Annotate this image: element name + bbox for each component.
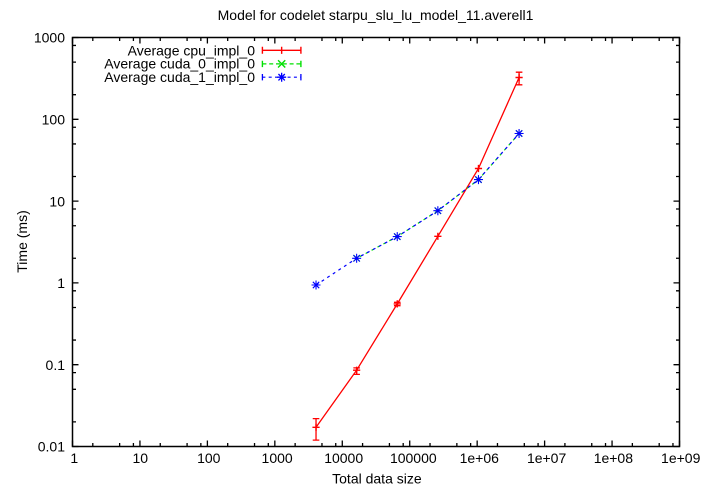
svg-text:Model for codelet starpu_slu_l: Model for codelet starpu_slu_lu_model_11… bbox=[218, 7, 534, 23]
svg-text:1e+09: 1e+09 bbox=[661, 450, 701, 466]
svg-text:Total data size: Total data size bbox=[332, 471, 422, 487]
svg-text:Average cpu_impl_0: Average cpu_impl_0 bbox=[128, 42, 256, 58]
svg-text:0.01: 0.01 bbox=[38, 439, 65, 455]
svg-text:10: 10 bbox=[49, 193, 65, 209]
svg-text:100: 100 bbox=[197, 450, 221, 466]
svg-text:1: 1 bbox=[70, 450, 78, 466]
svg-text:1e+06: 1e+06 bbox=[460, 450, 500, 466]
svg-text:1: 1 bbox=[57, 275, 65, 291]
svg-text:Time (ms): Time (ms) bbox=[14, 210, 30, 272]
svg-text:1e+08: 1e+08 bbox=[594, 450, 634, 466]
svg-text:Average cuda_1_impl_0: Average cuda_1_impl_0 bbox=[104, 69, 255, 85]
svg-text:1e+07: 1e+07 bbox=[527, 450, 567, 466]
svg-text:0.1: 0.1 bbox=[46, 357, 66, 373]
svg-text:Average cuda_0_impl_0: Average cuda_0_impl_0 bbox=[104, 56, 255, 72]
svg-text:1000: 1000 bbox=[262, 450, 293, 466]
svg-text:100000: 100000 bbox=[390, 450, 437, 466]
svg-text:10000: 10000 bbox=[324, 450, 363, 466]
svg-text:100: 100 bbox=[42, 112, 66, 128]
svg-text:10: 10 bbox=[132, 450, 148, 466]
svg-text:1000: 1000 bbox=[34, 30, 65, 46]
